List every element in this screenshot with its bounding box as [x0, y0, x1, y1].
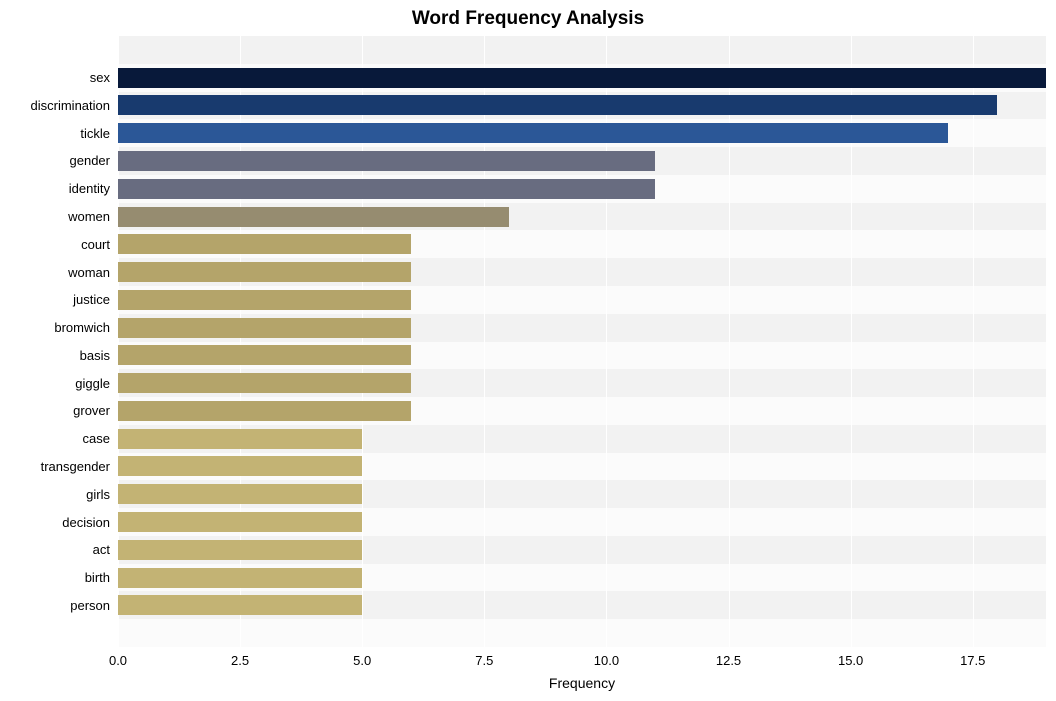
bar — [118, 568, 362, 588]
bar — [118, 484, 362, 504]
bar — [118, 95, 997, 115]
y-label: case — [2, 431, 110, 446]
plot-area — [118, 36, 1046, 647]
y-label: giggle — [2, 376, 110, 391]
y-label: justice — [2, 292, 110, 307]
x-tick: 10.0 — [594, 653, 619, 668]
bar — [118, 68, 1046, 88]
bar — [118, 540, 362, 560]
bar — [118, 262, 411, 282]
y-label: girls — [2, 487, 110, 502]
y-label: transgender — [2, 459, 110, 474]
y-axis-labels: sex discrimination tickle gender identity wom… — [0, 36, 118, 647]
y-label: act — [2, 542, 110, 557]
x-axis-label: Frequency — [549, 675, 615, 691]
bar — [118, 512, 362, 532]
bar — [118, 595, 362, 615]
y-label: court — [2, 237, 110, 252]
y-label: identity — [2, 181, 110, 196]
x-tick: 0.0 — [109, 653, 127, 668]
chart-title: Word Frequency Analysis — [0, 0, 1056, 30]
y-label: gender — [2, 153, 110, 168]
y-label: grover — [2, 403, 110, 418]
x-tick: 15.0 — [838, 653, 863, 668]
y-label: tickle — [2, 126, 110, 141]
bars — [118, 36, 1046, 647]
bar — [118, 429, 362, 449]
bar — [118, 151, 655, 171]
x-tick: 2.5 — [231, 653, 249, 668]
bar — [118, 179, 655, 199]
bar — [118, 207, 509, 227]
bar — [118, 123, 948, 143]
bar — [118, 290, 411, 310]
bar — [118, 373, 411, 393]
x-tick: 5.0 — [353, 653, 371, 668]
bar — [118, 234, 411, 254]
y-label: decision — [2, 515, 110, 530]
x-axis-ticks: 0.02.55.07.510.012.515.017.5 — [118, 653, 1046, 673]
y-label: women — [2, 209, 110, 224]
bar — [118, 401, 411, 421]
y-label: woman — [2, 265, 110, 280]
bar — [118, 345, 411, 365]
x-tick: 12.5 — [716, 653, 741, 668]
word-frequency-chart: Word Frequency Analysis sex discriminatio… — [0, 0, 1056, 701]
y-label: discrimination — [2, 98, 110, 113]
y-label: person — [2, 598, 110, 613]
x-tick: 17.5 — [960, 653, 985, 668]
bar — [118, 318, 411, 338]
x-tick: 7.5 — [475, 653, 493, 668]
y-label: birth — [2, 570, 110, 585]
y-label: bromwich — [2, 320, 110, 335]
y-label: sex — [2, 70, 110, 85]
y-label: basis — [2, 348, 110, 363]
bar — [118, 456, 362, 476]
